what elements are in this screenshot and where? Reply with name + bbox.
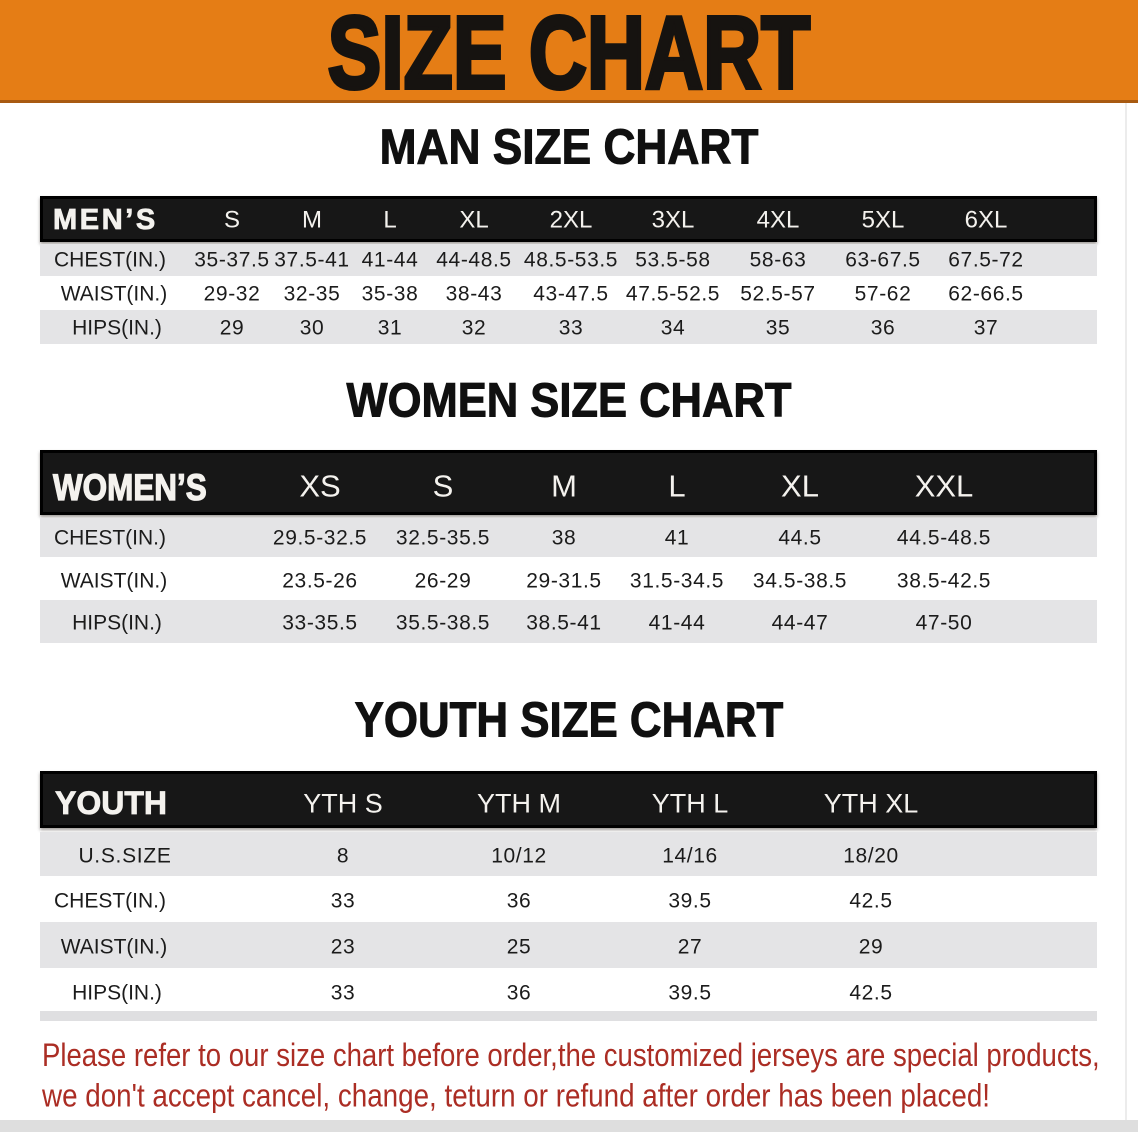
svg-text:we don't accept cancel, change: we don't accept cancel, change, teturn o… — [41, 1079, 990, 1114]
svg-text:36: 36 — [507, 889, 532, 912]
svg-text:41-44: 41-44 — [649, 611, 706, 634]
svg-text:WAIST(IN.): WAIST(IN.) — [61, 282, 168, 305]
svg-text:HIPS(IN.): HIPS(IN.) — [72, 611, 162, 634]
svg-text:48.5-53.5: 48.5-53.5 — [524, 248, 618, 271]
svg-text:HIPS(IN.): HIPS(IN.) — [72, 316, 162, 339]
svg-text:41-44: 41-44 — [362, 248, 419, 271]
svg-text:YOUTH SIZE CHART: YOUTH SIZE CHART — [355, 692, 784, 747]
svg-text:41: 41 — [665, 526, 690, 549]
svg-text:3XL: 3XL — [652, 206, 695, 233]
svg-text:36: 36 — [507, 981, 532, 1004]
svg-text:34.5-38.5: 34.5-38.5 — [753, 569, 847, 592]
svg-text:31: 31 — [378, 316, 403, 339]
svg-text:36: 36 — [871, 316, 896, 339]
svg-text:32-35: 32-35 — [284, 282, 341, 305]
svg-text:YOUTH: YOUTH — [55, 785, 167, 821]
svg-text:37: 37 — [974, 316, 999, 339]
svg-text:CHEST(IN.): CHEST(IN.) — [54, 248, 166, 271]
svg-text:M: M — [302, 206, 322, 233]
svg-text:52.5-57: 52.5-57 — [740, 282, 815, 305]
svg-text:39.5: 39.5 — [668, 889, 711, 912]
svg-text:S: S — [224, 206, 240, 233]
svg-text:XS: XS — [299, 469, 340, 504]
svg-text:29: 29 — [859, 935, 884, 958]
svg-text:67.5-72: 67.5-72 — [948, 248, 1023, 271]
svg-text:8: 8 — [337, 844, 349, 867]
svg-text:39.5: 39.5 — [668, 981, 711, 1004]
svg-text:29-32: 29-32 — [204, 282, 261, 305]
svg-text:33: 33 — [331, 889, 356, 912]
svg-text:38: 38 — [552, 526, 577, 549]
svg-text:35.5-38.5: 35.5-38.5 — [396, 611, 490, 634]
svg-text:4XL: 4XL — [757, 206, 800, 233]
svg-text:MAN SIZE CHART: MAN SIZE CHART — [380, 120, 759, 175]
svg-text:29.5-32.5: 29.5-32.5 — [273, 526, 367, 549]
svg-text:44.5-48.5: 44.5-48.5 — [897, 526, 991, 549]
svg-text:L: L — [383, 206, 396, 233]
svg-text:30: 30 — [300, 316, 325, 339]
svg-text:53.5-58: 53.5-58 — [635, 248, 710, 271]
svg-text:33-35.5: 33-35.5 — [282, 611, 357, 634]
svg-text:62-66.5: 62-66.5 — [948, 282, 1023, 305]
svg-text:Please refer to our size chart: Please refer to our size chart before or… — [42, 1038, 1100, 1073]
svg-text:XL: XL — [781, 469, 819, 504]
svg-text:25: 25 — [507, 935, 532, 958]
svg-text:33: 33 — [559, 316, 584, 339]
svg-text:18/20: 18/20 — [843, 844, 899, 867]
svg-text:XXL: XXL — [915, 469, 974, 504]
svg-text:42.5: 42.5 — [849, 981, 892, 1004]
svg-text:CHEST(IN.): CHEST(IN.) — [54, 889, 166, 912]
svg-text:32: 32 — [462, 316, 487, 339]
svg-text:44-48.5: 44-48.5 — [436, 248, 511, 271]
svg-text:YTH XL: YTH XL — [824, 788, 919, 818]
svg-text:L: L — [668, 469, 685, 504]
svg-text:57-62: 57-62 — [855, 282, 912, 305]
svg-text:47-50: 47-50 — [916, 611, 973, 634]
svg-text:WAIST(IN.): WAIST(IN.) — [61, 935, 168, 958]
svg-text:23: 23 — [331, 935, 356, 958]
svg-text:CHEST(IN.): CHEST(IN.) — [54, 526, 166, 549]
svg-text:YTH L: YTH L — [652, 788, 729, 818]
svg-text:47.5-52.5: 47.5-52.5 — [626, 282, 720, 305]
svg-text:XL: XL — [459, 206, 488, 233]
svg-text:58-63: 58-63 — [750, 248, 807, 271]
svg-text:63-67.5: 63-67.5 — [845, 248, 920, 271]
svg-text:U.S.SIZE: U.S.SIZE — [78, 844, 171, 867]
svg-text:26-29: 26-29 — [415, 569, 472, 592]
svg-text:38.5-42.5: 38.5-42.5 — [897, 569, 991, 592]
svg-text:31.5-34.5: 31.5-34.5 — [630, 569, 724, 592]
svg-text:WAIST(IN.): WAIST(IN.) — [61, 569, 168, 592]
svg-text:10/12: 10/12 — [491, 844, 547, 867]
svg-text:35-37.5: 35-37.5 — [194, 248, 269, 271]
svg-text:6XL: 6XL — [965, 206, 1008, 233]
svg-text:YTH M: YTH M — [477, 788, 561, 818]
svg-text:29-31.5: 29-31.5 — [526, 569, 601, 592]
svg-text:S: S — [433, 469, 454, 504]
svg-text:SIZE CHART: SIZE CHART — [328, 0, 811, 110]
svg-text:23.5-26: 23.5-26 — [282, 569, 357, 592]
svg-text:WOMEN SIZE CHART: WOMEN SIZE CHART — [347, 374, 792, 427]
svg-text:33: 33 — [331, 981, 356, 1004]
svg-text:35-38: 35-38 — [362, 282, 419, 305]
svg-text:34: 34 — [661, 316, 686, 339]
svg-text:M: M — [551, 469, 577, 504]
svg-text:44.5: 44.5 — [778, 526, 821, 549]
svg-text:14/16: 14/16 — [662, 844, 718, 867]
svg-text:43-47.5: 43-47.5 — [533, 282, 608, 305]
svg-text:MEN’S: MEN’S — [53, 204, 158, 236]
svg-text:YTH S: YTH S — [303, 788, 383, 818]
svg-text:35: 35 — [766, 316, 791, 339]
svg-text:38-43: 38-43 — [446, 282, 503, 305]
svg-text:38.5-41: 38.5-41 — [526, 611, 601, 634]
svg-text:37.5-41: 37.5-41 — [274, 248, 349, 271]
svg-text:WOMEN’S: WOMEN’S — [53, 468, 207, 509]
svg-text:32.5-35.5: 32.5-35.5 — [396, 526, 490, 549]
svg-text:44-47: 44-47 — [772, 611, 829, 634]
svg-text:2XL: 2XL — [550, 206, 593, 233]
svg-text:27: 27 — [678, 935, 703, 958]
svg-text:29: 29 — [220, 316, 245, 339]
svg-text:HIPS(IN.): HIPS(IN.) — [72, 981, 162, 1004]
svg-text:5XL: 5XL — [862, 206, 905, 233]
svg-text:42.5: 42.5 — [849, 889, 892, 912]
